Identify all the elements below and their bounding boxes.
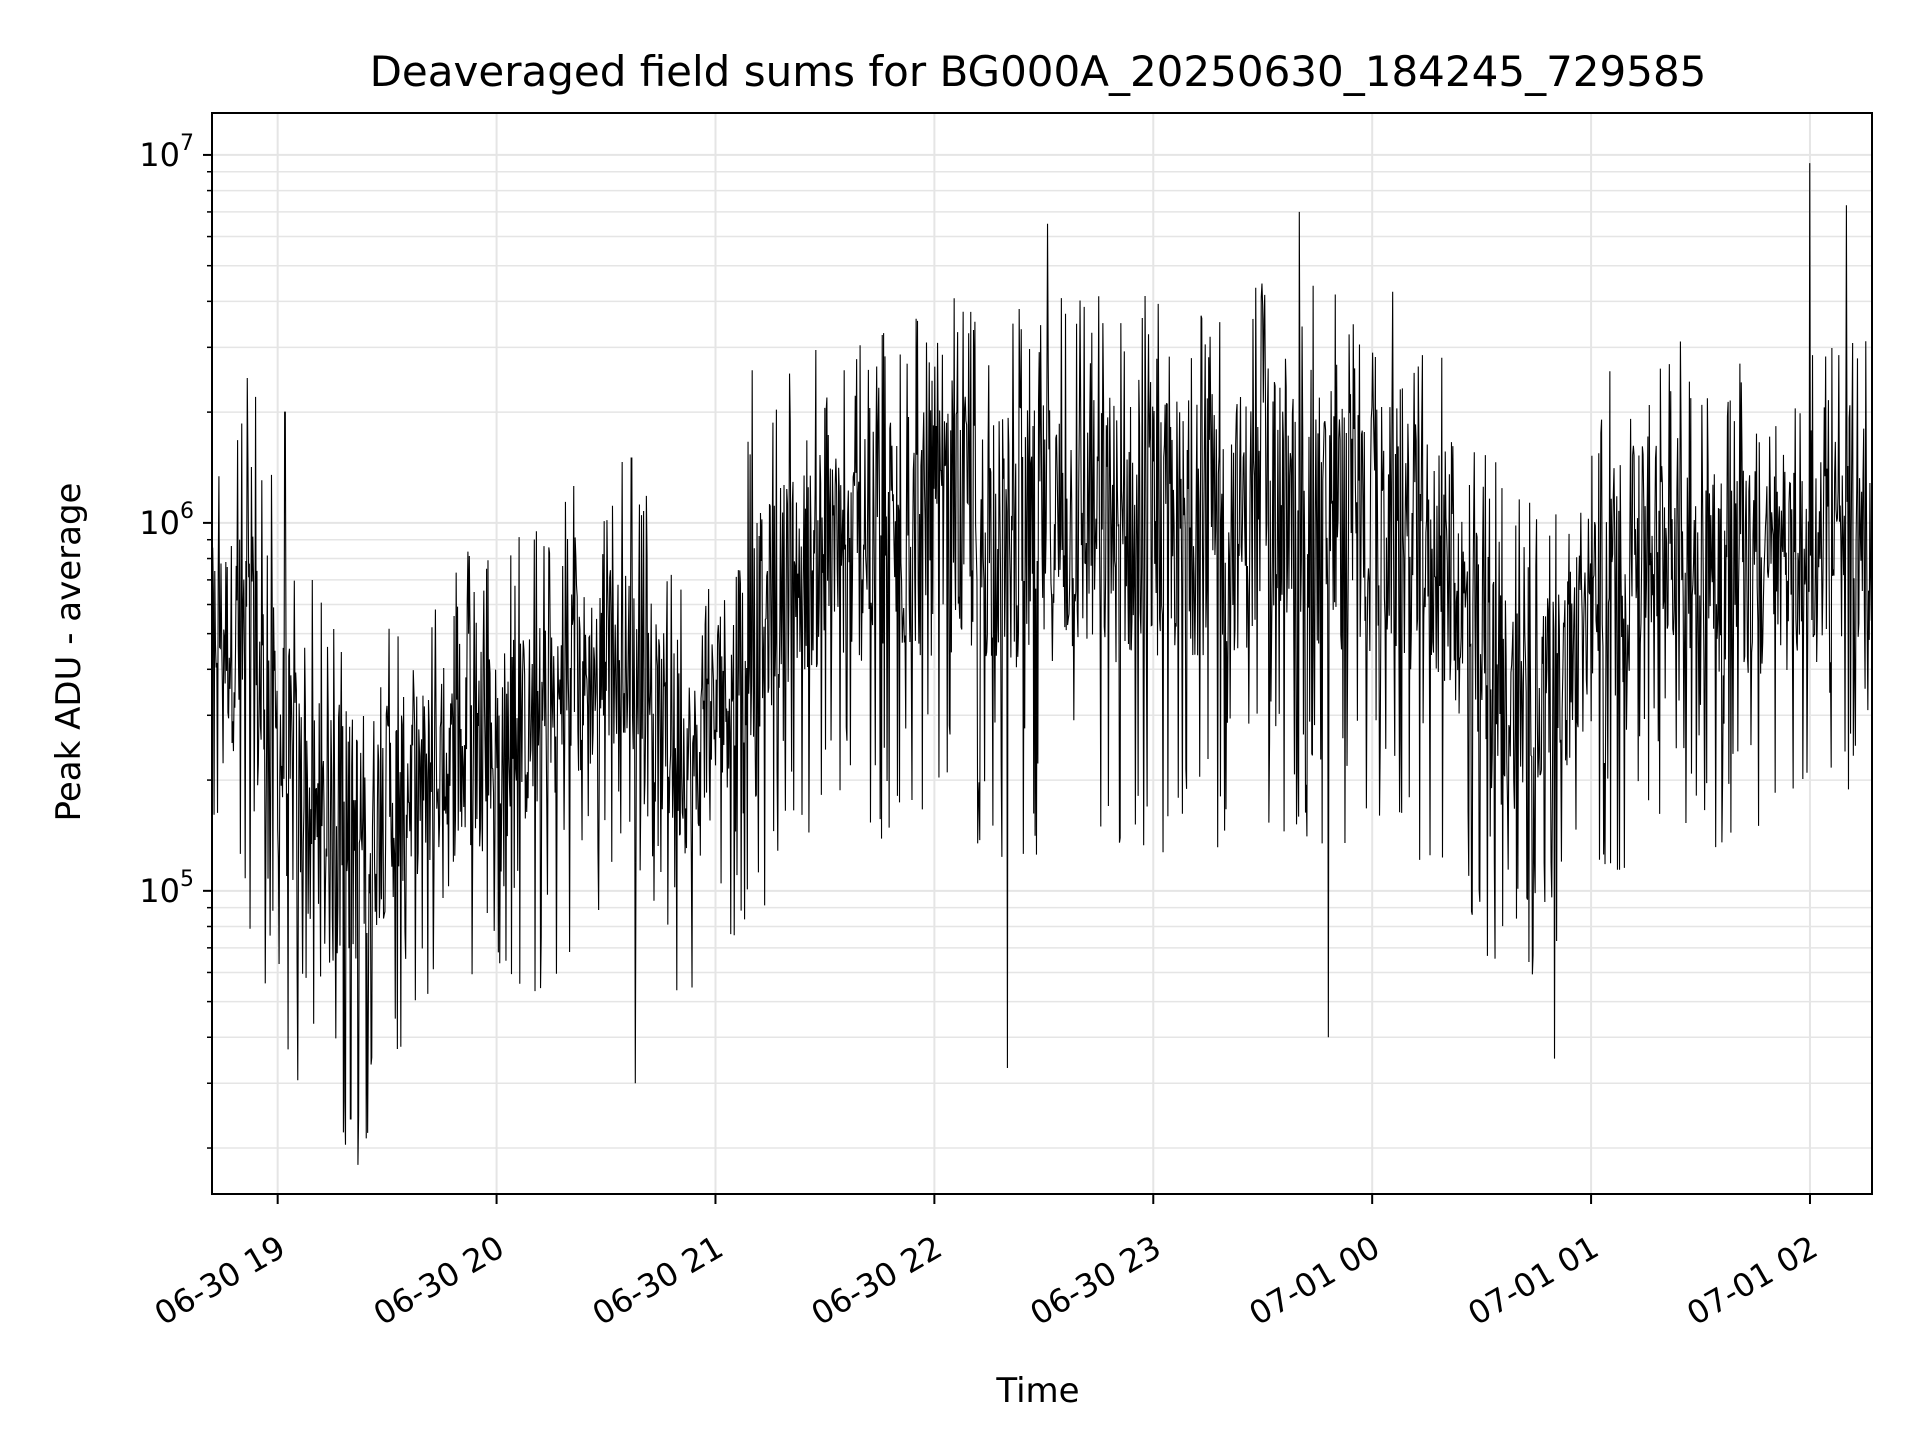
y-tick-label: 107 <box>139 131 194 174</box>
x-axis-title: Time <box>995 1371 1079 1411</box>
data-trace <box>211 163 1873 1165</box>
y-tick-label: 105 <box>139 867 194 910</box>
plot-frame <box>211 112 1873 1195</box>
chart-title: Deaveraged field sums for BG000A_2025063… <box>370 47 1707 96</box>
y-axis-title: Peak ADU - average <box>49 483 89 822</box>
y-tick-label: 106 <box>139 499 194 542</box>
series-line <box>211 163 1873 1165</box>
